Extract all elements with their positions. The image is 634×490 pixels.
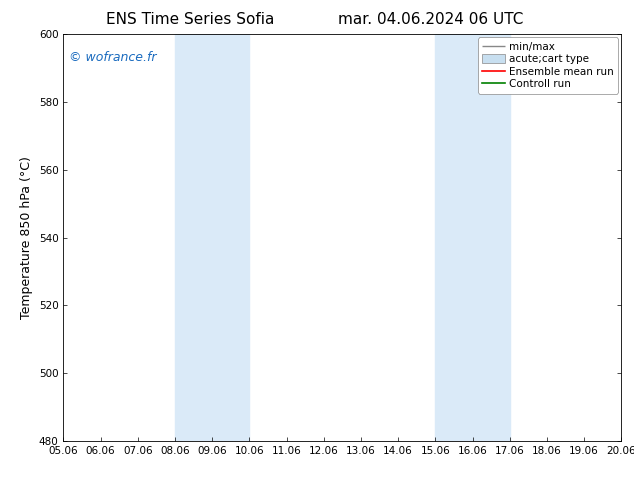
Text: ENS Time Series Sofia: ENS Time Series Sofia	[106, 12, 275, 27]
Bar	[175, 34, 249, 441]
Bar	[436, 34, 510, 441]
Y-axis label: Temperature 850 hPa (°C): Temperature 850 hPa (°C)	[20, 156, 33, 319]
Text: mar. 04.06.2024 06 UTC: mar. 04.06.2024 06 UTC	[339, 12, 524, 27]
Text: © wofrance.fr: © wofrance.fr	[69, 50, 157, 64]
Legend: min/max, acute;cart type, Ensemble mean run, Controll run: min/max, acute;cart type, Ensemble mean …	[478, 37, 618, 94]
